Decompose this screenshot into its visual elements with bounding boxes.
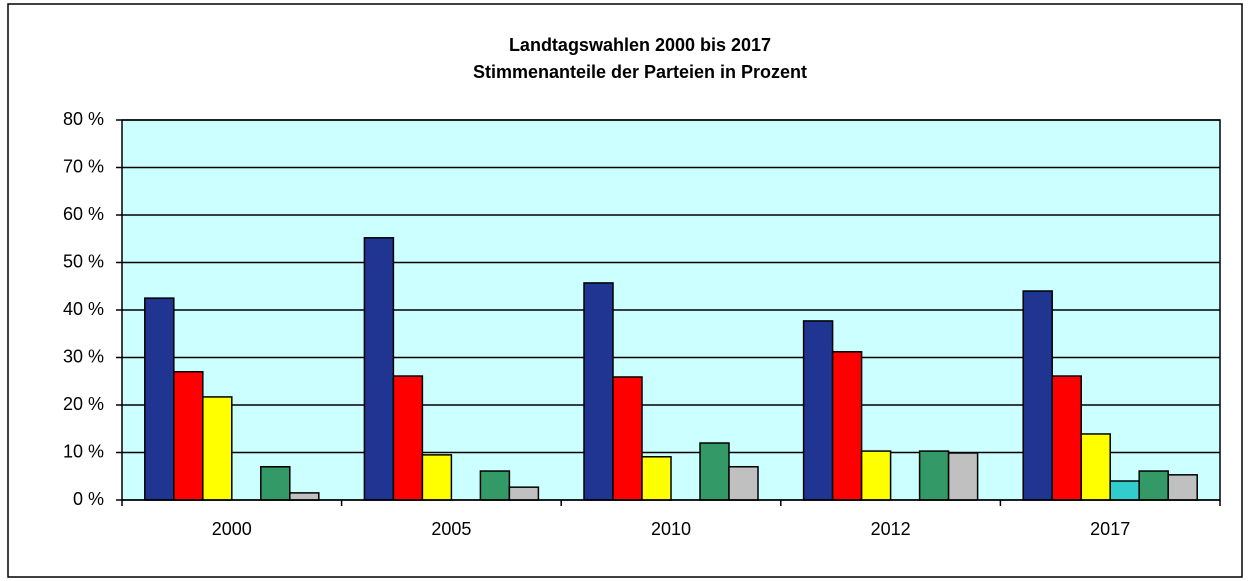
x-tick-label: 2000 [212, 519, 252, 539]
bar [173, 371, 204, 501]
x-tick-label: 2017 [1090, 519, 1130, 539]
bar [641, 456, 672, 501]
bar [479, 470, 511, 501]
plot-border [121, 119, 1221, 501]
chart-subtitle: Stimmenanteile der Parteien in Prozent [473, 62, 807, 82]
bar [1167, 474, 1198, 501]
bar [392, 375, 424, 501]
bar [289, 492, 320, 501]
bar [802, 320, 834, 501]
bar [1080, 433, 1111, 501]
y-tick-label: 60 % [63, 204, 104, 224]
bar [508, 486, 540, 501]
chart-title: Landtagswahlen 2000 bis 2017 [509, 35, 771, 55]
bar [583, 282, 614, 501]
bar [860, 450, 892, 501]
bar [1051, 375, 1082, 501]
y-tick-label: 70 % [63, 156, 104, 176]
bar [421, 454, 453, 501]
y-tick-label: 10 % [63, 441, 104, 461]
y-tick-label: 80 % [63, 109, 104, 129]
bar [612, 376, 643, 501]
x-tick-label: 2012 [871, 519, 911, 539]
bar [918, 450, 950, 501]
x-tick-label: 2010 [651, 519, 691, 539]
y-tick-label: 20 % [63, 394, 104, 414]
bar [728, 466, 759, 501]
bar [831, 351, 863, 501]
bar [1022, 290, 1053, 501]
bar [1109, 480, 1140, 501]
y-tick-label: 0 % [73, 489, 104, 509]
bar [260, 466, 291, 501]
y-tick-label: 40 % [63, 299, 104, 319]
bar [699, 442, 730, 501]
bar [363, 237, 395, 501]
y-tick-label: 50 % [63, 251, 104, 271]
bar [1138, 470, 1169, 501]
bar [947, 452, 979, 501]
x-tick-label: 2005 [431, 519, 471, 539]
bar [202, 396, 233, 501]
y-tick-label: 30 % [63, 346, 104, 366]
bar [144, 297, 175, 501]
